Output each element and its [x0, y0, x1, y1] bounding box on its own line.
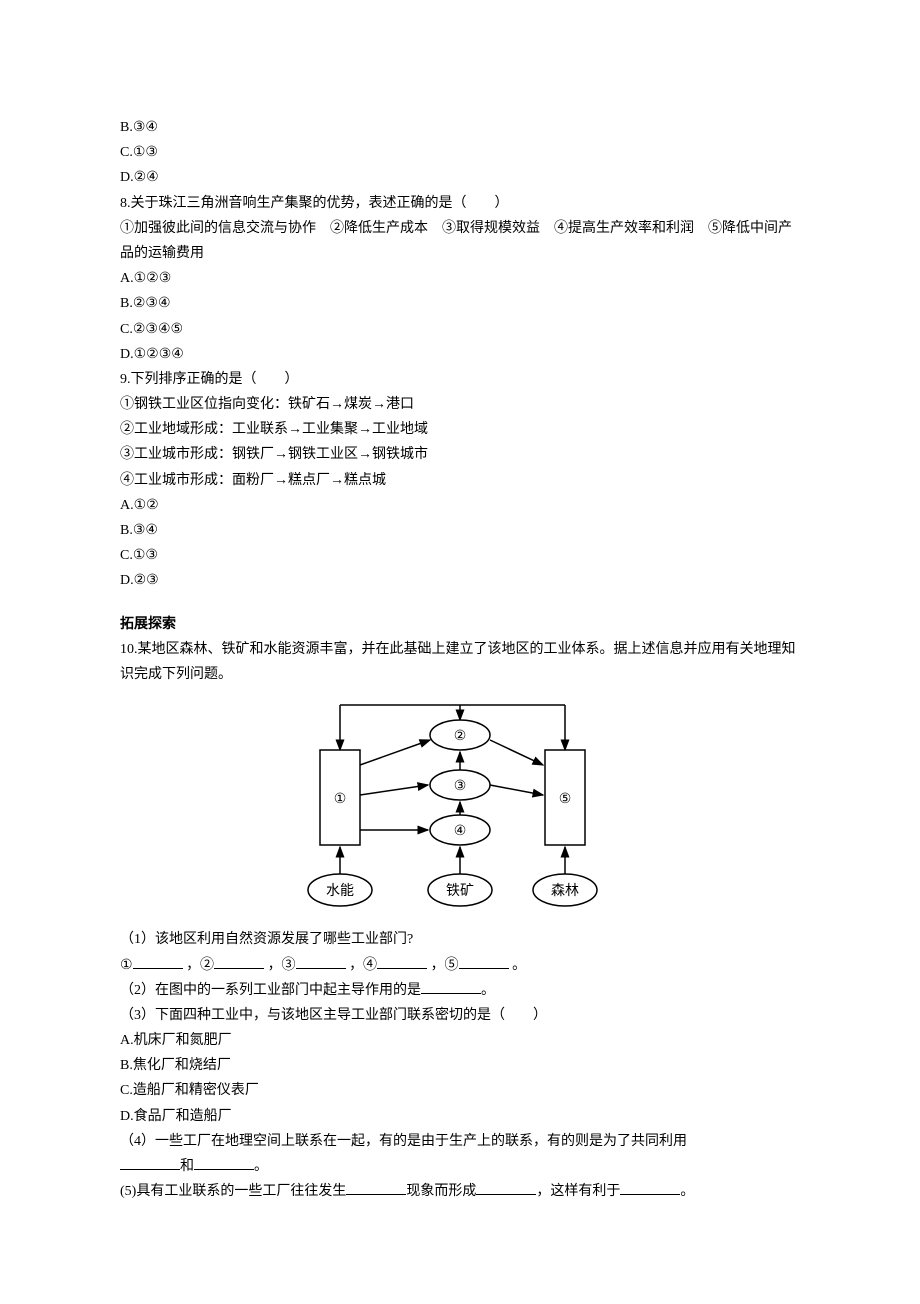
blank-field[interactable] [377, 955, 427, 969]
question-item: ①钢铁工业区位指向变化：铁矿石→煤炭→港口 [120, 392, 800, 417]
question-stem: 10.某地区森林、铁矿和水能资源丰富，并在此基础上建立了该地区的工业体系。据上述… [120, 637, 800, 687]
blank-field[interactable] [296, 955, 346, 969]
question-stem: 9.下列排序正确的是（ ） [120, 367, 800, 392]
blank-field[interactable] [214, 955, 264, 969]
question-item: ③工业城市形成：钢铁厂→钢铁工业区→钢铁城市 [120, 442, 800, 467]
label-text: （4）一些工厂在地理空间上联系在一起，有的是由于生产上的联系，有的则是为了共同利… [120, 1134, 687, 1149]
option-text: D.①②③④ [120, 342, 800, 367]
label-text: 。 [254, 1159, 268, 1174]
label-text: (5)具有工业联系的一些工厂往往发生 [120, 1184, 346, 1199]
label-text: ，③ [268, 958, 296, 973]
option-text: B.焦化厂和烧结厂 [120, 1053, 800, 1078]
blank-field[interactable] [459, 955, 509, 969]
label-text: 和 [180, 1159, 194, 1174]
label-text: 。 [481, 983, 495, 998]
diagram-node-forest: 森林 [551, 883, 579, 899]
blank-field[interactable] [476, 1181, 536, 1195]
question-items: ①加强彼此间的信息交流与协作 ②降低生产成本 ③取得规模效益 ④提高生产效率和利… [120, 216, 800, 266]
option-text: A.①② [120, 493, 800, 518]
option-text: A.机床厂和氮肥厂 [120, 1028, 800, 1053]
label-text: ，⑤ [431, 958, 459, 973]
option-text: D.②④ [120, 165, 800, 190]
blank-field[interactable] [133, 955, 183, 969]
sub-question: （4）一些工厂在地理空间上联系在一起，有的是由于生产上的联系，有的则是为了共同利… [120, 1129, 800, 1154]
option-text: C.①③ [120, 140, 800, 165]
diagram-node-5: ⑤ [559, 792, 572, 807]
label-text: ，④ [349, 958, 377, 973]
sub-question: （2）在图中的一系列工业部门中起主导作用的是 。 [120, 978, 800, 1003]
flowchart-diagram: ① ⑤ ② ③ ④ 水能 铁矿 森林 [290, 695, 630, 910]
label-text: ① [120, 958, 133, 973]
blank-field[interactable] [346, 1181, 406, 1195]
diagram-node-1: ① [334, 792, 347, 807]
diagram-node-iron: 铁矿 [446, 883, 474, 899]
label-text: 现象而形成 [406, 1184, 476, 1199]
diagram-node-4: ④ [454, 824, 467, 839]
diagram-node-3: ③ [454, 779, 467, 794]
option-text: D.②③ [120, 568, 800, 593]
blank-field[interactable] [421, 980, 481, 994]
label-text: ，② [186, 958, 214, 973]
option-text: D.食品厂和造船厂 [120, 1104, 800, 1129]
option-text: C.②③④⑤ [120, 317, 800, 342]
label-text: ，这样有利于 [536, 1184, 620, 1199]
label-text: （2）在图中的一系列工业部门中起主导作用的是 [120, 983, 421, 998]
fill-blank-line: ① ，② ，③ ，④ ，⑤ 。 [120, 953, 800, 978]
question-item: ②工业地域形成：工业联系→工业集聚→工业地域 [120, 417, 800, 442]
diagram-container: ① ⑤ ② ③ ④ 水能 铁矿 森林 [120, 695, 800, 919]
diagram-node-water: 水能 [326, 883, 354, 899]
sub-question: （1）该地区利用自然资源发展了哪些工业部门? [120, 927, 800, 952]
fill-blank-line: 和。 [120, 1154, 800, 1179]
blank-field[interactable] [620, 1181, 680, 1195]
blank-field[interactable] [194, 1156, 254, 1170]
sub-question: (5)具有工业联系的一些工厂往往发生 现象而形成 ，这样有利于 。 [120, 1179, 800, 1204]
blank-field[interactable] [120, 1156, 180, 1170]
option-text: B.②③④ [120, 291, 800, 316]
option-text: C.造船厂和精密仪表厂 [120, 1078, 800, 1103]
option-text: C.①③ [120, 543, 800, 568]
label-text: 。 [680, 1184, 694, 1199]
option-text: B.③④ [120, 518, 800, 543]
question-stem: 8.关于珠江三角洲音响生产集聚的优势，表述正确的是（ ） [120, 191, 800, 216]
sub-question: （3）下面四种工业中，与该地区主导工业部门联系密切的是（ ） [120, 1003, 800, 1028]
question-item: ④工业城市形成：面粉厂→糕点厂→糕点城 [120, 468, 800, 493]
diagram-node-2: ② [454, 729, 467, 744]
option-text: A.①②③ [120, 266, 800, 291]
option-text: B.③④ [120, 115, 800, 140]
section-header: 拓展探索 [120, 612, 800, 637]
label-text: 。 [512, 958, 526, 973]
